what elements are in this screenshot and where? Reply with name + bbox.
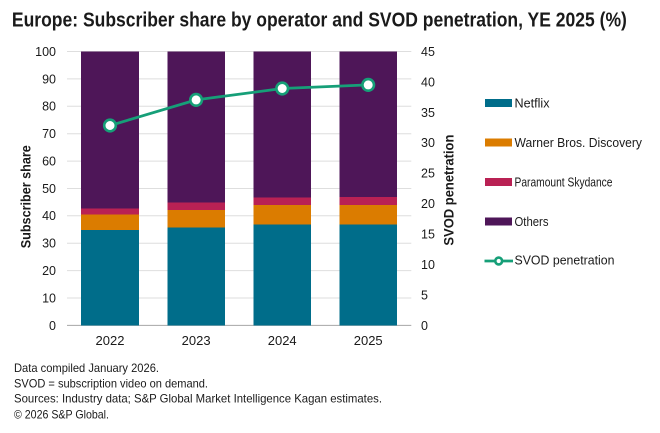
svg-text:SVOD = subscription video on d: SVOD = subscription video on demand.	[14, 376, 208, 390]
svg-text:Data compiled January 2026.: Data compiled January 2026.	[14, 361, 159, 375]
svg-text:2022: 2022	[96, 333, 125, 348]
svg-text:10: 10	[42, 291, 56, 305]
svg-text:20: 20	[421, 197, 435, 211]
svg-text:SVOD penetration: SVOD penetration	[441, 135, 457, 246]
svg-text:0: 0	[49, 319, 56, 333]
svg-text:30: 30	[42, 237, 56, 251]
svg-text:25: 25	[421, 167, 435, 181]
svg-text:40: 40	[421, 75, 435, 89]
svg-text:20: 20	[42, 264, 56, 278]
svg-text:50: 50	[42, 182, 56, 196]
svg-text:35: 35	[421, 106, 435, 120]
svg-text:Others: Others	[515, 215, 549, 229]
svg-text:90: 90	[42, 72, 56, 86]
svg-text:15: 15	[421, 228, 435, 242]
svg-text:30: 30	[421, 136, 435, 150]
svg-text:100: 100	[35, 45, 56, 59]
svg-text:2024: 2024	[268, 333, 297, 348]
svg-text:45: 45	[421, 45, 435, 59]
svg-text:80: 80	[42, 100, 56, 114]
svg-text:SVOD penetration: SVOD penetration	[515, 254, 615, 268]
svg-text:Warner Bros. Discovery: Warner Bros. Discovery	[515, 136, 643, 150]
svg-text:Netflix: Netflix	[515, 97, 551, 111]
svg-text:0: 0	[421, 319, 428, 333]
svg-text:Subscriber share: Subscriber share	[18, 145, 34, 248]
svg-text:2023: 2023	[182, 333, 211, 348]
svg-text:Sources: Industry data; S&P Gl: Sources: Industry data; S&P Global Marke…	[14, 392, 382, 406]
svg-text:40: 40	[42, 209, 56, 223]
svg-text:5: 5	[421, 288, 428, 302]
svg-text:Paramount Skydance: Paramount Skydance	[515, 176, 613, 190]
svg-text:60: 60	[42, 155, 56, 169]
svg-text:2025: 2025	[354, 333, 383, 348]
svg-text:70: 70	[42, 127, 56, 141]
svg-text:Europe: Subscriber share by op: Europe: Subscriber share by operator and…	[12, 10, 627, 32]
svg-text:© 2026 S&P Global.: © 2026 S&P Global.	[14, 408, 109, 422]
svg-text:10: 10	[421, 258, 435, 272]
